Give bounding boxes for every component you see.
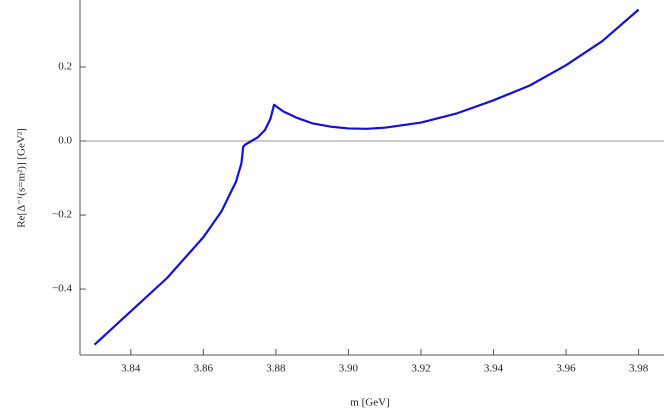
x-tick-label: 3.86 xyxy=(194,363,214,375)
y-axis-label: Re[Δ⁻¹(s=m²)] [GeV²] xyxy=(16,128,28,228)
x-axis-label: m [GeV] xyxy=(350,397,389,409)
x-tick-label: 3.90 xyxy=(339,363,359,375)
x-tick-label: 3.92 xyxy=(411,363,430,375)
x-tick-label: 3.96 xyxy=(556,363,576,375)
y-tick-label: −0.4 xyxy=(52,283,72,295)
y-tick-label: 0.2 xyxy=(58,61,72,73)
x-tick-label: 3.84 xyxy=(121,363,141,375)
x-tick-label: 3.88 xyxy=(266,363,286,375)
x-tick-label: 3.94 xyxy=(484,363,504,375)
y-tick-label: −0.2 xyxy=(52,209,72,221)
y-tick-label: 0.0 xyxy=(58,135,72,147)
series-line xyxy=(93,8,640,346)
x-tick-label: 3.98 xyxy=(629,363,649,375)
